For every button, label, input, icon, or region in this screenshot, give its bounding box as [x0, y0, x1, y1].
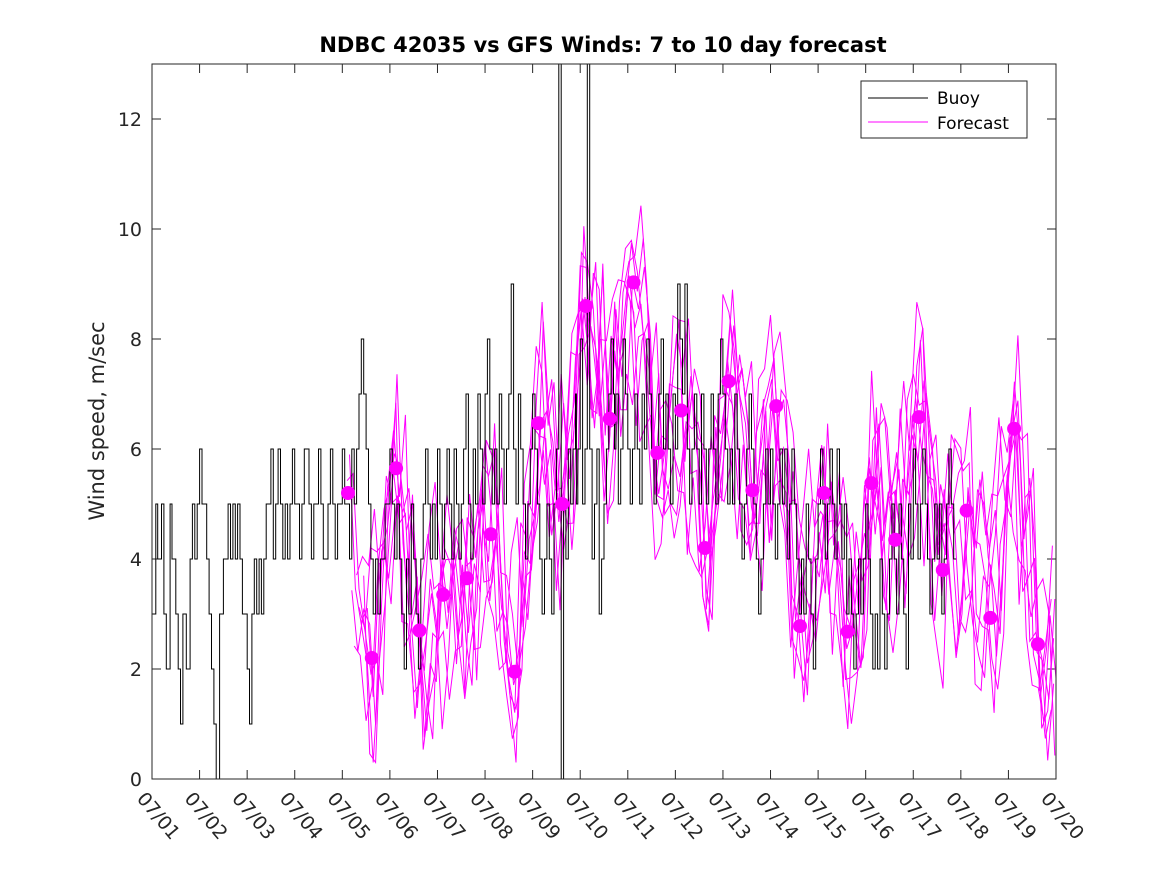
- x-tick-label-19: 07/20: [1036, 788, 1088, 844]
- forecast-line-6: [360, 272, 1052, 740]
- x-tick-label-14: 07/15: [798, 788, 850, 844]
- forecast-marker: [389, 461, 404, 476]
- forecast-marker: [531, 416, 546, 431]
- y-tick-label-3: 6: [130, 439, 142, 461]
- forecast-marker: [697, 541, 712, 555]
- forecast-marker: [721, 374, 736, 389]
- x-tick-label-18: 07/19: [989, 788, 1041, 844]
- y-tick-label-1: 2: [130, 659, 142, 681]
- y-axis-label: Wind speed, m/sec: [85, 321, 109, 520]
- forecast-marker: [983, 610, 998, 625]
- legend-box: [860, 80, 1028, 139]
- legend: Buoy Forecast: [860, 80, 1028, 139]
- forecast-marker: [769, 399, 784, 414]
- x-tick-label-3: 07/04: [275, 788, 327, 844]
- x-tick-label-11: 07/12: [656, 788, 708, 844]
- forecast-marker: [555, 497, 570, 511]
- forecast-line-4: [356, 279, 1053, 696]
- x-tick-label-15: 07/16: [846, 788, 898, 844]
- forecast-marker: [483, 527, 498, 542]
- forecast-marker: [864, 476, 879, 491]
- legend-forecast-label: Forecast: [937, 114, 1009, 134]
- chart-title: NDBC 42035 vs GFS Winds: 7 to 10 day for…: [319, 33, 886, 57]
- x-tick-label-1: 07/02: [180, 788, 232, 844]
- x-tick-label-0: 07/01: [132, 788, 184, 844]
- plot-area: 02468101207/0107/0207/0307/0407/0507/060…: [118, 63, 1088, 844]
- forecast-marker: [650, 445, 665, 460]
- forecast-marker: [912, 410, 926, 425]
- forecast-marker: [341, 486, 355, 500]
- x-tick-label-10: 07/11: [608, 788, 660, 844]
- x-tick-label-8: 07/09: [513, 788, 565, 844]
- forecast-marker: [959, 503, 974, 518]
- x-tick-label-9: 07/10: [560, 788, 612, 844]
- x-tick-label-6: 07/07: [418, 788, 470, 844]
- forecast-marker: [1007, 421, 1022, 436]
- forecast-line-5: [358, 263, 1056, 730]
- forecast-marker: [935, 563, 950, 577]
- forecast-line-7: [363, 226, 1055, 765]
- forecast-marker: [793, 619, 807, 634]
- y-tick-label-4: 8: [130, 329, 142, 351]
- y-tick-label-5: 10: [118, 219, 142, 241]
- plot-clip-group: [152, 64, 1056, 779]
- forecast-marker: [816, 486, 831, 500]
- forecast-marker: [888, 532, 903, 547]
- forecast-marker: [602, 411, 617, 426]
- x-tick-label-12: 07/13: [703, 788, 755, 844]
- x-tick-label-16: 07/17: [893, 788, 945, 844]
- x-tick-label-2: 07/03: [227, 788, 279, 844]
- forecast-marker: [578, 299, 593, 313]
- x-tick-label-4: 07/05: [322, 788, 374, 844]
- forecast-marker: [674, 403, 689, 418]
- axes-border: [151, 63, 1057, 780]
- y-tick-label-2: 4: [130, 549, 142, 571]
- forecast-marker: [412, 623, 427, 638]
- forecast-marker: [507, 664, 522, 679]
- forecast-marker: [626, 275, 641, 290]
- y-tick-label-6: 12: [118, 109, 142, 131]
- y-tick-label-0: 0: [130, 769, 142, 791]
- forecast-marker: [436, 587, 451, 602]
- forecast-marker: [364, 651, 379, 665]
- x-tick-label-17: 07/18: [941, 788, 993, 844]
- forecast-marker: [460, 571, 474, 586]
- x-tick-label-7: 07/08: [465, 788, 517, 844]
- x-tick-label-5: 07/06: [370, 788, 422, 844]
- forecast-marker: [840, 624, 855, 639]
- forecast-marker: [745, 483, 760, 498]
- legend-buoy-label: Buoy: [937, 89, 980, 109]
- forecast-marker: [1030, 637, 1045, 652]
- x-tick-label-13: 07/14: [751, 788, 803, 844]
- buoy-line: [152, 64, 957, 779]
